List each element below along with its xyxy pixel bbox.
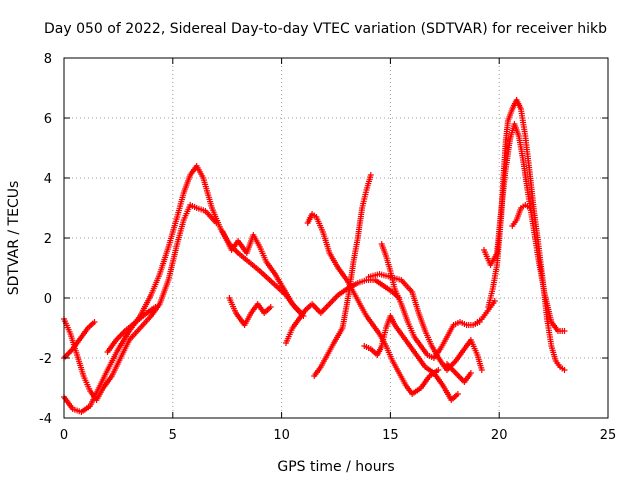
y-tick-label: 4 <box>44 172 52 187</box>
y-tick-label: 2 <box>44 232 52 247</box>
x-tick-label: 0 <box>60 428 68 443</box>
y-tick-label: -2 <box>39 352 52 367</box>
x-tick-label: 10 <box>273 428 290 443</box>
plus-markers <box>311 172 374 379</box>
chart-title: Day 050 of 2022, Sidereal Day-to-day VTE… <box>44 21 607 37</box>
plus-markers <box>361 313 461 403</box>
series-line <box>63 204 217 401</box>
series-4 <box>104 304 159 355</box>
series-11 <box>378 241 483 361</box>
series-6 <box>226 295 274 328</box>
y-tick-label: 0 <box>44 292 52 307</box>
series-line <box>63 165 304 413</box>
x-tick-label: 25 <box>600 428 617 443</box>
plus-markers <box>61 163 307 415</box>
plus-markers <box>283 277 403 346</box>
plus-markers <box>226 295 274 328</box>
y-tick-label: -4 <box>39 412 52 427</box>
plus-markers <box>104 304 159 355</box>
plus-markers <box>444 361 474 385</box>
series-5 <box>219 229 305 316</box>
grid-lines <box>64 58 608 418</box>
series-2 <box>61 163 307 415</box>
plus-markers <box>304 211 442 397</box>
plus-markers <box>509 202 533 229</box>
series-1 <box>61 202 220 403</box>
x-tick-label: 20 <box>491 428 508 443</box>
series-16 <box>474 298 498 325</box>
data-series <box>61 97 568 415</box>
series-13 <box>444 361 474 385</box>
x-tick-label: 15 <box>382 428 399 443</box>
series-10 <box>361 313 461 403</box>
plus-markers <box>61 202 220 403</box>
series-7 <box>283 277 403 346</box>
x-axis-label: GPS time / hours <box>277 459 394 475</box>
plus-markers <box>378 241 483 361</box>
y-tick-label: 8 <box>44 52 52 67</box>
plus-markers <box>474 298 498 325</box>
axis-ticks: 0 5 10 15 20 25 -4 -2 0 2 4 6 8 <box>39 52 616 443</box>
y-axis-label: SDTVAR / TECUs <box>6 181 22 296</box>
series-17 <box>509 202 533 229</box>
y-tick-label: 6 <box>44 112 52 127</box>
series-8 <box>304 211 442 397</box>
x-tick-label: 5 <box>169 428 177 443</box>
plus-markers <box>219 229 305 316</box>
series-9 <box>311 172 374 379</box>
